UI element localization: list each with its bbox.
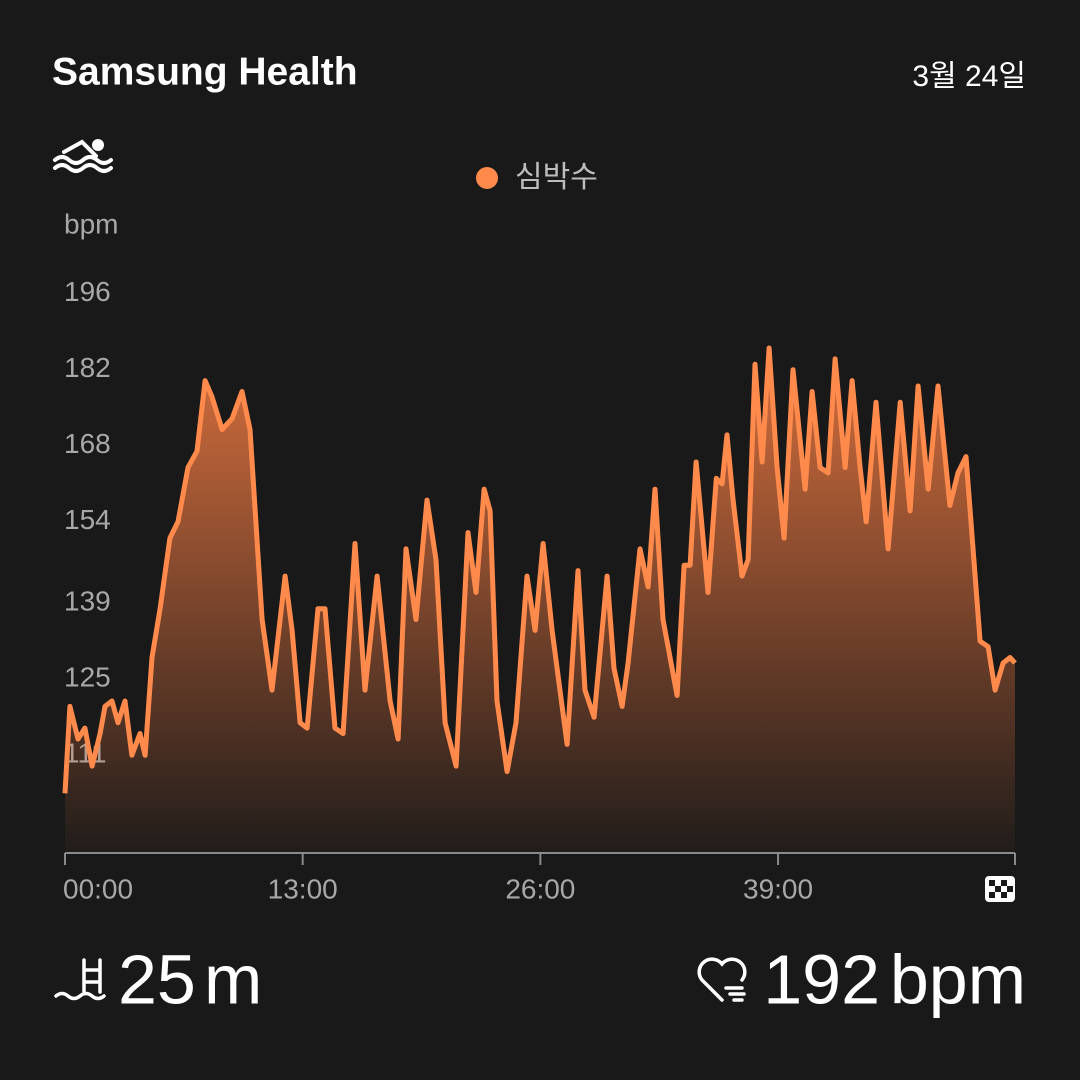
y-tick-label: 154	[64, 504, 111, 535]
finish-icon	[985, 876, 1015, 902]
pool-icon	[54, 958, 106, 1001]
legend-label: 심박수	[515, 161, 598, 194]
legend-marker	[476, 167, 498, 189]
x-tick-label: 26:00	[505, 873, 575, 904]
max-heart-rate: 192	[763, 940, 880, 1018]
y-tick-label: 125	[64, 662, 111, 693]
plot: 196182168154139125111심박수00:0013:0026:003…	[62, 161, 1017, 904]
y-tick-label: 168	[64, 428, 111, 459]
line	[62, 345, 1017, 794]
max-heart-rate-unit: bpm	[890, 940, 1026, 1018]
y-axis-label: bpm	[64, 208, 118, 239]
distance-value: 25	[118, 940, 196, 1018]
y-tick-label: 196	[64, 276, 111, 307]
app-title: Samsung Health	[52, 50, 358, 93]
y-tick-label: 182	[64, 352, 111, 383]
heart-icon	[697, 957, 747, 1002]
distance-unit: m	[204, 940, 262, 1018]
date: 3월 24일	[912, 60, 1026, 93]
y-tick-label: 139	[64, 586, 111, 617]
x-tick-label: 00:00	[63, 873, 133, 904]
x-tick-label: 13:00	[268, 873, 338, 904]
x-tick-label: 39:00	[743, 873, 813, 904]
swim-icon	[53, 139, 113, 173]
